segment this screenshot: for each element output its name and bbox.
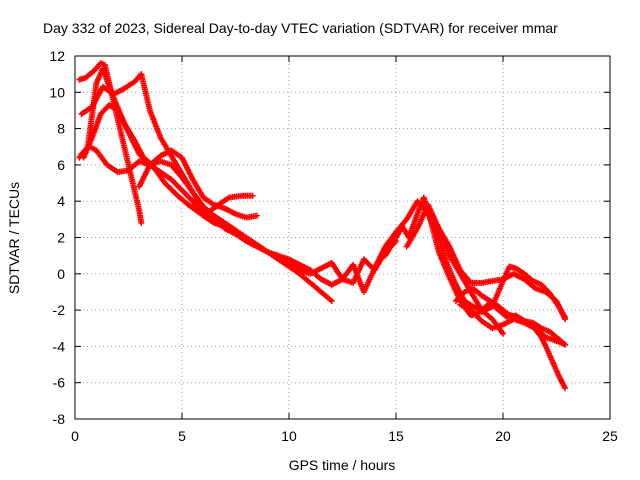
y-tick-label: 2 bbox=[57, 230, 65, 246]
y-tick-label: -6 bbox=[53, 375, 66, 391]
y-tick-label: 4 bbox=[57, 193, 65, 209]
data-point bbox=[253, 212, 260, 219]
y-tick-label: 6 bbox=[57, 157, 65, 173]
series-track-9 bbox=[425, 207, 569, 321]
x-tick-label: 5 bbox=[178, 428, 186, 444]
chart-title: Day 332 of 2023, Sidereal Day-to-day VTE… bbox=[43, 20, 558, 36]
y-axis-label: SDTVAR / TECUs bbox=[6, 182, 22, 294]
data-point bbox=[562, 314, 569, 321]
y-tick-label: 12 bbox=[49, 48, 65, 64]
x-tick-label: 15 bbox=[388, 428, 404, 444]
data-points bbox=[76, 60, 569, 392]
series-track-11 bbox=[457, 301, 569, 348]
x-tick-label: 25 bbox=[602, 428, 618, 444]
y-tick-label: -4 bbox=[53, 338, 66, 354]
data-point bbox=[249, 192, 256, 199]
y-tick-label: 10 bbox=[49, 84, 65, 100]
y-tick-label: 0 bbox=[57, 266, 65, 282]
axis-ticks: 0 5 10 15 20 25 -8 -6 -4 -2 0 2 4 6 8 10 12 bbox=[49, 48, 618, 444]
data-point bbox=[328, 298, 335, 305]
data-point bbox=[500, 330, 506, 337]
x-tick-label: 0 bbox=[71, 428, 79, 444]
x-axis-label: GPS time / hours bbox=[289, 457, 396, 473]
y-tick-label: 8 bbox=[57, 121, 65, 137]
y-tick-label: -8 bbox=[53, 411, 66, 427]
x-tick-label: 20 bbox=[495, 428, 511, 444]
x-tick-label: 10 bbox=[281, 428, 297, 444]
data-point bbox=[138, 219, 145, 226]
plot-border bbox=[74, 55, 611, 420]
data-point bbox=[562, 341, 569, 348]
grid bbox=[75, 56, 610, 419]
y-tick-label: -2 bbox=[53, 302, 66, 318]
data-point bbox=[562, 385, 569, 392]
